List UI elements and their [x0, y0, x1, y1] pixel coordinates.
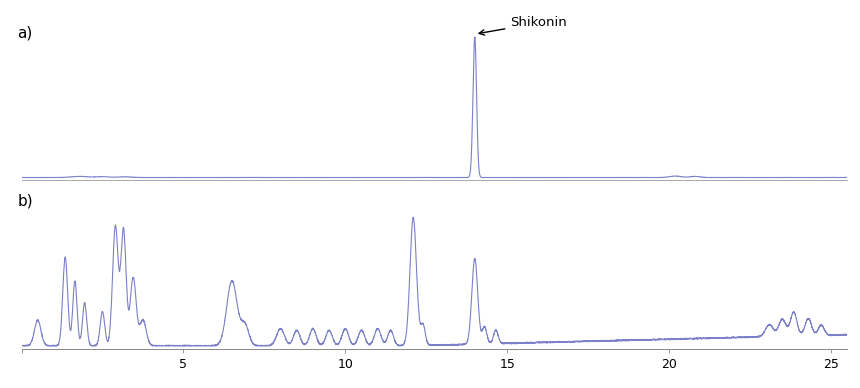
Text: Shikonin: Shikonin [479, 16, 567, 35]
Text: b): b) [17, 193, 33, 208]
Text: a): a) [17, 25, 33, 40]
